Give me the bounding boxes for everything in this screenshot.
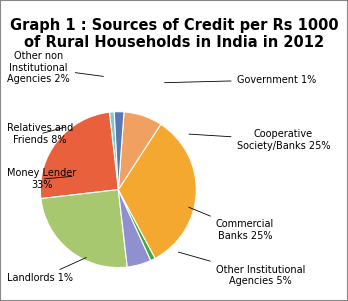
Wedge shape xyxy=(118,112,161,190)
Text: Commercial
Banks 25%: Commercial Banks 25% xyxy=(189,207,274,241)
Wedge shape xyxy=(41,190,127,268)
Text: Money Lender
33%: Money Lender 33% xyxy=(7,168,76,190)
Text: Other non
Institutional
Agencies 2%: Other non Institutional Agencies 2% xyxy=(7,51,103,84)
Wedge shape xyxy=(109,112,118,190)
Wedge shape xyxy=(40,112,118,199)
Text: Government 1%: Government 1% xyxy=(165,75,316,85)
Wedge shape xyxy=(118,190,155,260)
Text: Relatives and
Friends 8%: Relatives and Friends 8% xyxy=(7,123,73,145)
Wedge shape xyxy=(118,124,196,258)
Text: Other Institutional
Agencies 5%: Other Institutional Agencies 5% xyxy=(179,252,305,286)
Wedge shape xyxy=(118,190,151,267)
Text: Cooperative
Society/Banks 25%: Cooperative Society/Banks 25% xyxy=(189,129,330,151)
Text: Landlords 1%: Landlords 1% xyxy=(7,258,86,284)
Text: Graph 1 : Sources of Credit per Rs 1000
of Rural Households in India in 2012: Graph 1 : Sources of Credit per Rs 1000 … xyxy=(10,18,338,51)
Wedge shape xyxy=(114,112,124,190)
